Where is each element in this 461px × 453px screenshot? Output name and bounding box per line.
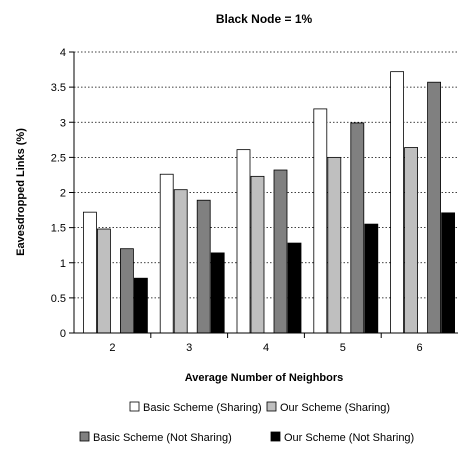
bar	[404, 147, 419, 334]
bar	[313, 108, 328, 334]
bar	[427, 81, 442, 334]
legend-swatch	[79, 431, 90, 442]
bars-group	[83, 71, 456, 334]
legend-swatch	[270, 431, 281, 442]
x-tick-label: 3	[186, 342, 192, 354]
axes	[69, 51, 458, 338]
bar	[97, 228, 111, 334]
legend-label: Our Scheme (Sharing)	[280, 402, 390, 414]
legend-label: Our Scheme (Not Sharing)	[284, 432, 414, 444]
legend-label: Basic Scheme (Sharing)	[143, 402, 262, 414]
bar	[159, 173, 174, 334]
x-axis-label: Average Number of Neighbors	[185, 372, 344, 384]
legend: Basic Scheme (Sharing) Our Scheme (Sharin…	[79, 401, 414, 444]
bar	[273, 169, 288, 334]
bar	[441, 212, 456, 334]
bar	[173, 189, 188, 334]
y-tick-labels: 0 0.5 1 1.5 2 2.5 3 3.5 4	[51, 47, 66, 340]
bar	[196, 199, 211, 334]
y-tick-label: 0.5	[51, 293, 66, 305]
x-tick-label: 5	[340, 342, 346, 354]
legend-label: Basic Scheme (Not Sharing)	[93, 432, 232, 444]
x-tick-label: 4	[263, 342, 269, 354]
y-tick-label: 1	[60, 258, 66, 270]
y-tick-label: 3	[60, 117, 66, 129]
y-tick-label: 2	[60, 188, 66, 200]
bar	[250, 175, 265, 334]
bar	[83, 211, 97, 334]
y-tick-label: 3.5	[51, 82, 66, 94]
bar	[364, 223, 379, 334]
y-tick-label: 1.5	[51, 223, 66, 235]
bar	[236, 149, 251, 334]
bar	[287, 242, 302, 334]
x-tick-labels: 2 3 4 5 6	[109, 342, 422, 354]
legend-swatch	[129, 401, 140, 412]
y-tick-label: 0	[60, 328, 66, 340]
bar	[133, 277, 148, 334]
bar	[210, 252, 225, 334]
y-tick-label: 4	[60, 47, 66, 59]
legend-swatch	[266, 401, 277, 412]
bar	[390, 71, 405, 334]
y-axis-label: Eavesdropped Links (%)	[15, 128, 27, 256]
x-tick-label: 6	[417, 342, 423, 354]
x-tick-label: 2	[109, 342, 115, 354]
bar	[350, 122, 365, 334]
y-tick-label: 2.5	[51, 152, 66, 164]
bar	[327, 156, 342, 334]
bar	[120, 248, 134, 334]
chart-title: Black Node = 1%	[216, 12, 313, 26]
